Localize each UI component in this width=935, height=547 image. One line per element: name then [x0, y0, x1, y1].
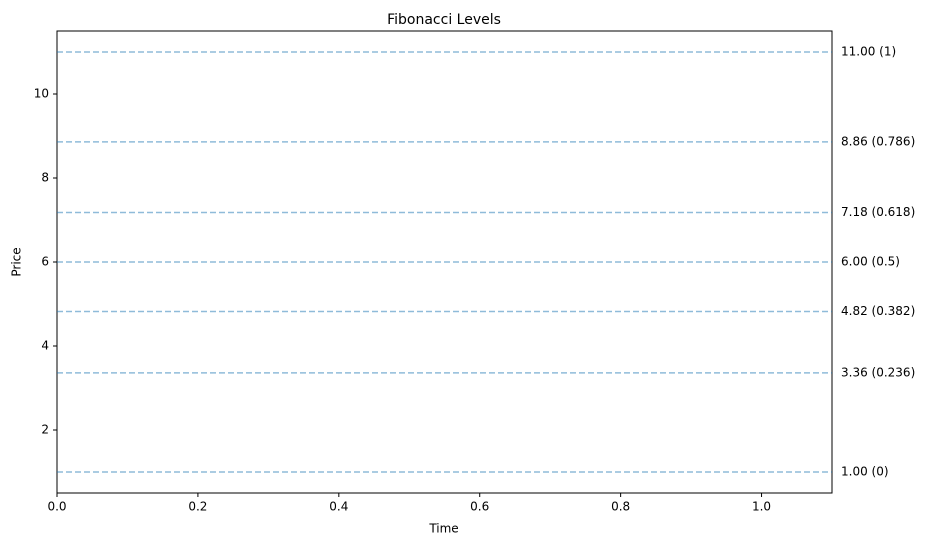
x-axis-label: Time — [428, 522, 458, 536]
y-tick-label: 10 — [34, 87, 49, 101]
x-tick-label: 0.4 — [329, 500, 348, 514]
y-tick-label: 4 — [41, 339, 49, 353]
fib-level-label: 8.86 (0.786) — [841, 134, 915, 148]
fib-level-label: 6.00 (0.5) — [841, 255, 900, 269]
y-tick-label: 8 — [41, 171, 49, 185]
x-tick-label: 0.0 — [47, 500, 66, 514]
x-tick-label: 0.8 — [611, 500, 630, 514]
fib-level-label: 7.18 (0.618) — [841, 205, 915, 219]
fib-level-label: 4.82 (0.382) — [841, 304, 915, 318]
x-tick-label: 0.6 — [470, 500, 489, 514]
x-tick-label: 0.2 — [188, 500, 207, 514]
x-tick-label: 1.0 — [752, 500, 771, 514]
y-tick-label: 2 — [41, 423, 49, 437]
y-axis-label: Price — [10, 247, 24, 276]
chart-title: Fibonacci Levels — [387, 12, 501, 28]
fib-level-label: 3.36 (0.236) — [841, 365, 915, 379]
y-tick-label: 6 — [41, 255, 49, 269]
fib-level-label: 1.00 (0) — [841, 465, 889, 479]
fib-level-label: 11.00 (1) — [841, 45, 896, 59]
